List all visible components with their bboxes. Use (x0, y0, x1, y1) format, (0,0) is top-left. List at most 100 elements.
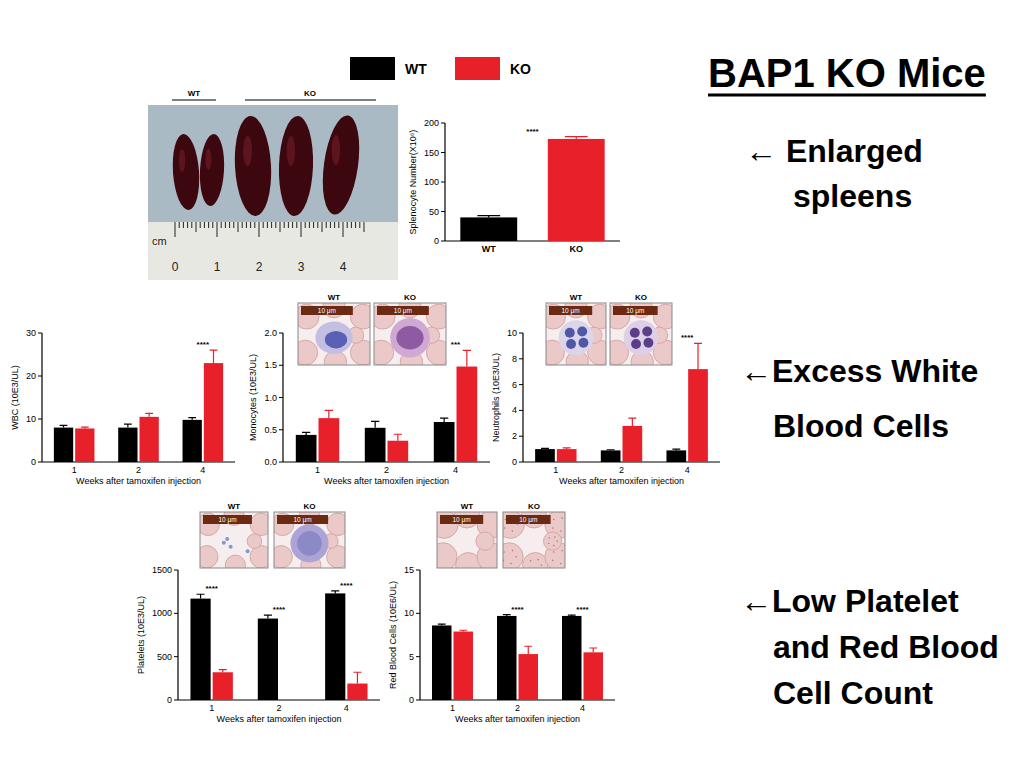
ruler-tick (343, 222, 344, 237)
error-bar (331, 591, 339, 594)
nucleus (325, 331, 347, 348)
y-tick-label: 0 (167, 695, 172, 705)
y-tick-label: 0 (434, 236, 439, 246)
rbc-dot (552, 560, 554, 562)
y-tick (416, 656, 420, 657)
y-tick-label: 0.5 (264, 425, 277, 435)
y-axis-title: Platelets (10E3/UL) (136, 596, 146, 674)
x-axis-title: Weeks after tamoxifen injection (217, 714, 342, 724)
y-tick (441, 152, 445, 153)
x-tick-label: 2 (136, 465, 141, 475)
x-axis-title: Weeks after tamoxifen injection (324, 476, 449, 486)
photo-bg (148, 105, 398, 280)
nucleus-lobe (578, 338, 588, 348)
ruler-unit: cm (152, 235, 167, 247)
rbc-dot (504, 527, 506, 529)
rbc (374, 340, 394, 365)
rbc-dot (560, 563, 562, 565)
platelet (222, 541, 226, 545)
legend-label: KO (510, 61, 531, 77)
y-tick-label: 10 (404, 608, 414, 618)
scale-bar (549, 306, 592, 315)
ruler-tick (212, 222, 213, 228)
x-tick-label: 1 (315, 465, 320, 475)
title-underline (708, 94, 986, 97)
rbc (437, 543, 457, 568)
photo-label: KO (304, 89, 316, 98)
error-bar (81, 427, 89, 428)
error-bar (607, 449, 615, 451)
ruler-tick (334, 222, 335, 228)
x-tick-label: 4 (580, 703, 585, 713)
callout: ← Enlarged (745, 133, 923, 169)
bar (183, 420, 202, 462)
ruler-tick (217, 222, 218, 237)
x-tick-label: 2 (515, 703, 520, 713)
error-bar (124, 424, 132, 427)
bar (347, 684, 367, 700)
chart: 050010001500************124Weeks after t… (136, 565, 380, 724)
y-axis-title: Monocytes (10E3/UL) (248, 354, 258, 441)
scale-label: 10 μm (452, 516, 470, 524)
photo-label: WT (188, 89, 201, 98)
rbc-dot (505, 519, 507, 521)
x-tick-label: 4 (200, 465, 205, 475)
bar (557, 449, 577, 462)
ruler-tick (364, 222, 365, 232)
ruler-tick (254, 222, 255, 228)
marks (190, 591, 367, 700)
ruler-tick (322, 222, 323, 232)
ruler-tick (200, 222, 201, 228)
y-tick-label: 5 (409, 652, 414, 662)
rbc (503, 543, 523, 568)
micrograph-frame (200, 512, 268, 568)
micrograph: 10 μmKO (369, 293, 451, 373)
y-tick-label: 4 (512, 405, 517, 415)
micrograph: 10 μmWT (429, 502, 505, 578)
y-tick (279, 462, 283, 463)
micrograph-frame (546, 303, 606, 365)
significance: **** (340, 581, 353, 590)
significance: *** (451, 340, 461, 349)
error-bar (145, 413, 153, 416)
micrograph: 10 μmWT (540, 293, 613, 373)
ruler-tick (208, 222, 209, 228)
x-tick-label: 4 (453, 465, 458, 475)
y-tick-label: 150 (424, 148, 439, 158)
rbc (327, 513, 345, 535)
error-bar (219, 670, 227, 673)
bar (562, 616, 582, 700)
rbc (523, 553, 548, 568)
rbc (274, 546, 292, 568)
legend-swatch (350, 57, 395, 80)
y-tick (279, 397, 283, 398)
ruler-number: 0 (172, 260, 179, 274)
spleen-highlight (243, 136, 252, 166)
y-tick (174, 613, 178, 614)
x-tick-label: 1 (72, 465, 77, 475)
micrograph-art (298, 303, 370, 365)
significance: **** (576, 605, 589, 614)
y-tick-label: 1500 (152, 565, 172, 575)
rbc (426, 340, 446, 365)
chart: 0246810****124Weeks after tamoxifen inje… (491, 328, 720, 486)
rbc-dot (548, 543, 550, 545)
marks (54, 350, 223, 462)
micrograph-art (200, 512, 268, 568)
error-bar (628, 418, 636, 426)
x-axis-title: Weeks after tamoxifen injection (455, 714, 580, 724)
x-tick-label: KO (570, 244, 584, 254)
y-tick-label: 1.0 (264, 393, 277, 403)
rbc (426, 304, 446, 329)
y-tick (441, 123, 445, 124)
ruler-number: 3 (298, 260, 305, 274)
marks (460, 137, 604, 241)
bar (432, 625, 452, 700)
error-bar (524, 646, 532, 654)
micrograph-label: KO (528, 502, 540, 511)
x-axis-title: Weeks after tamoxifen injection (76, 476, 201, 486)
y-tick-label: 0 (31, 457, 36, 467)
micrograph: 10 μmKO (604, 293, 678, 373)
chart: 0.00.51.01.52.0***124Weeks after tamoxif… (248, 328, 490, 486)
rbc-dot (548, 537, 550, 539)
